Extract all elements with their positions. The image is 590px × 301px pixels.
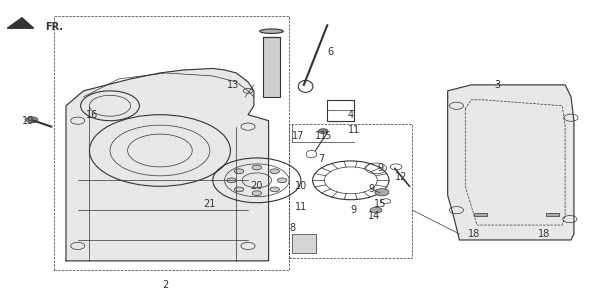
Text: 11: 11 <box>348 125 360 135</box>
Text: 9: 9 <box>368 184 375 194</box>
Text: 8: 8 <box>289 223 295 233</box>
Text: 7: 7 <box>318 154 325 164</box>
Circle shape <box>270 169 280 174</box>
Circle shape <box>252 191 261 196</box>
Text: 9: 9 <box>350 205 357 215</box>
Text: 16: 16 <box>86 110 99 120</box>
Text: FR.: FR. <box>45 22 64 32</box>
Bar <box>263 37 280 97</box>
Circle shape <box>370 207 382 213</box>
Text: 2: 2 <box>163 280 169 290</box>
Text: 13: 13 <box>227 80 240 90</box>
Text: 19: 19 <box>22 116 34 126</box>
Text: 5: 5 <box>324 131 330 141</box>
Text: 12: 12 <box>395 172 407 182</box>
Circle shape <box>252 165 261 170</box>
Polygon shape <box>66 69 268 261</box>
Ellipse shape <box>260 29 283 33</box>
Circle shape <box>277 178 287 183</box>
Circle shape <box>375 189 389 196</box>
Text: 3: 3 <box>494 80 501 90</box>
Text: 18: 18 <box>539 229 550 239</box>
Bar <box>289 124 412 258</box>
Text: 10: 10 <box>295 181 307 191</box>
Text: 17: 17 <box>291 131 304 141</box>
Polygon shape <box>448 85 574 240</box>
Circle shape <box>234 187 244 192</box>
Circle shape <box>319 129 328 134</box>
Circle shape <box>270 187 280 192</box>
Text: 14: 14 <box>368 211 381 221</box>
Text: 21: 21 <box>204 199 216 209</box>
Text: 11: 11 <box>315 131 327 141</box>
Circle shape <box>26 117 38 123</box>
Text: 6: 6 <box>327 47 333 57</box>
Text: 15: 15 <box>374 199 386 209</box>
Text: 4: 4 <box>348 110 354 120</box>
Polygon shape <box>7 18 34 28</box>
Bar <box>546 213 559 216</box>
Text: 18: 18 <box>468 229 480 239</box>
Bar <box>327 100 354 121</box>
Bar <box>292 234 316 253</box>
Circle shape <box>234 169 244 174</box>
Text: 11: 11 <box>295 202 307 212</box>
Bar <box>474 213 487 216</box>
Text: 20: 20 <box>251 181 263 191</box>
Circle shape <box>227 178 236 183</box>
Text: 9: 9 <box>377 163 384 173</box>
